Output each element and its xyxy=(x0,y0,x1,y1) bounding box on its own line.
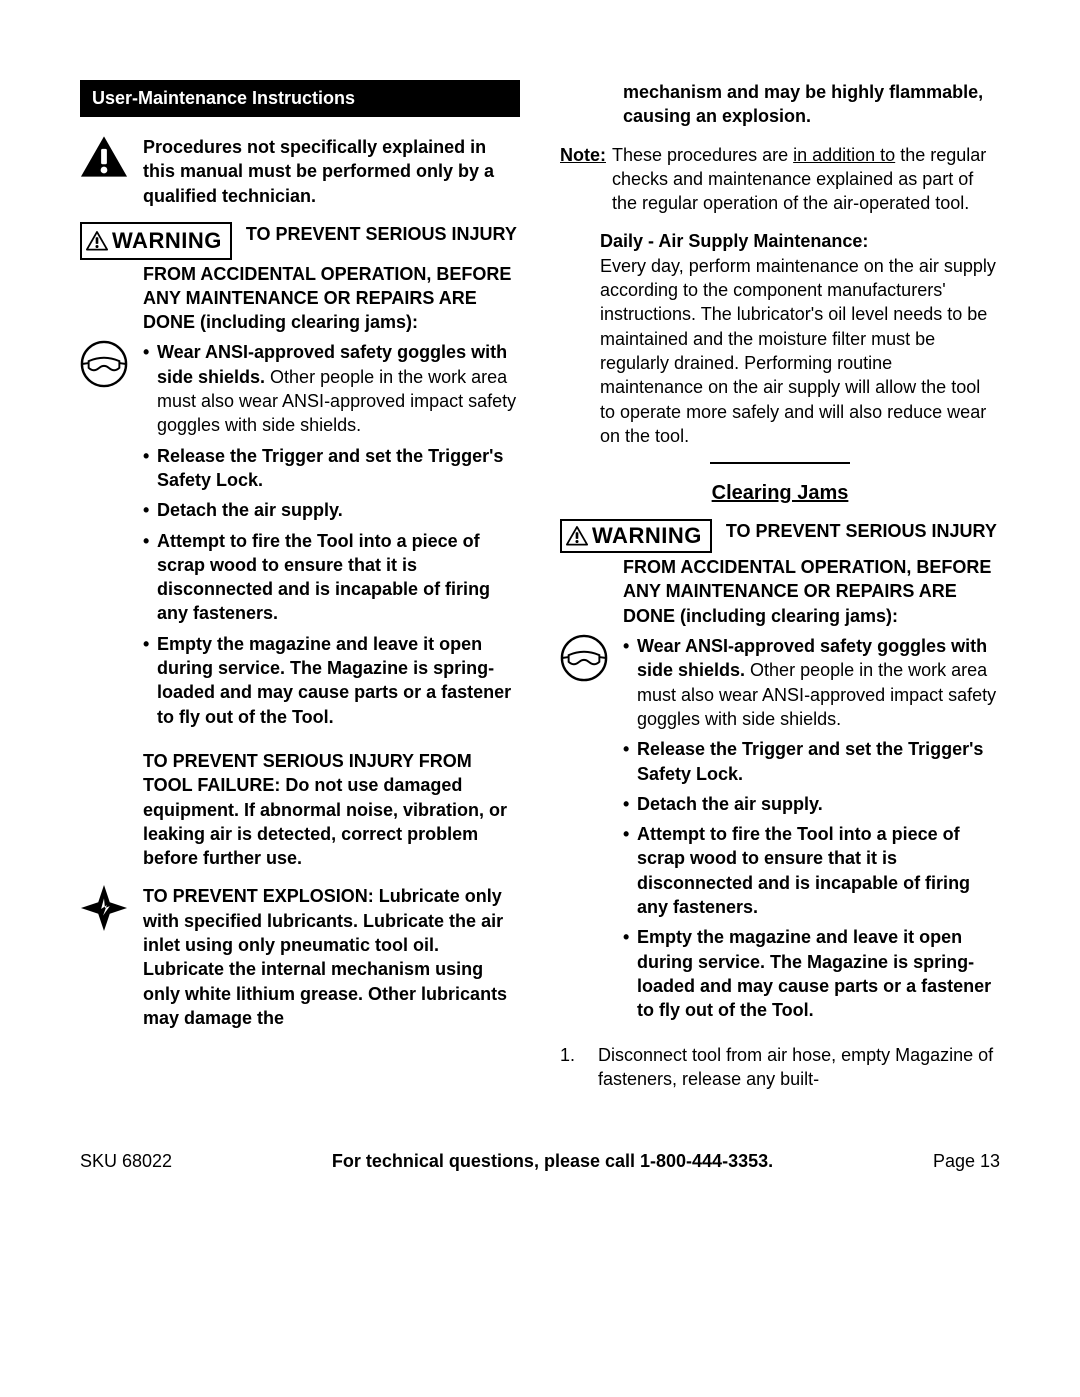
bullet-item: •Attempt to fire the Tool into a piece o… xyxy=(623,822,1000,919)
bullet-item: •Wear ANSI-approved safety goggles with … xyxy=(143,340,520,437)
note-block: Note: These procedures are in addition t… xyxy=(560,143,1000,216)
tool-failure-text: TO PREVENT SERIOUS INJURY FROM TOOL FAIL… xyxy=(143,749,520,870)
bullet-item: •Empty the magazine and leave it open du… xyxy=(623,925,1000,1022)
bullet-item: •Release the Trigger and set the Trigger… xyxy=(623,737,1000,786)
explosion-text: TO PREVENT EXPLOSION: Lubricate only wit… xyxy=(143,884,520,1030)
warning-label: WARNING xyxy=(560,519,712,553)
support-phone: For technical questions, please call 1-8… xyxy=(332,1151,773,1172)
warning-triangle-icon xyxy=(80,135,128,179)
daily-maintenance: Daily - Air Supply Maintenance: Every da… xyxy=(600,229,1000,448)
bullet-item: •Attempt to fire the Tool into a piece o… xyxy=(143,529,520,626)
bullet-item: •Release the Trigger and set the Trigger… xyxy=(143,444,520,493)
continuation-text: mechanism and may be highly flammable, c… xyxy=(623,80,1000,129)
clearing-jams-heading: Clearing Jams xyxy=(560,462,1000,505)
page-number: Page 13 xyxy=(933,1151,1000,1172)
section-header: User-Maintenance Instructions xyxy=(80,80,520,117)
bullet-item: •Wear ANSI-approved safety goggles with … xyxy=(623,634,1000,731)
bullet-item: •Empty the magazine and leave it open du… xyxy=(143,632,520,729)
warning-label: WARNING xyxy=(80,222,232,260)
page-footer: SKU 68022 For technical questions, pleas… xyxy=(80,1151,1000,1172)
goggles-icon xyxy=(560,634,608,682)
bullet-item: •Detach the air supply. xyxy=(143,498,520,522)
sku-text: SKU 68022 xyxy=(80,1151,172,1172)
bullet-item: •Detach the air supply. xyxy=(623,792,1000,816)
goggles-icon xyxy=(80,340,128,388)
step-1: 1. Disconnect tool from air hose, empty … xyxy=(560,1043,1000,1092)
qualified-technician-text: Procedures not specifically explained in… xyxy=(143,135,520,208)
explosion-icon xyxy=(80,884,128,932)
